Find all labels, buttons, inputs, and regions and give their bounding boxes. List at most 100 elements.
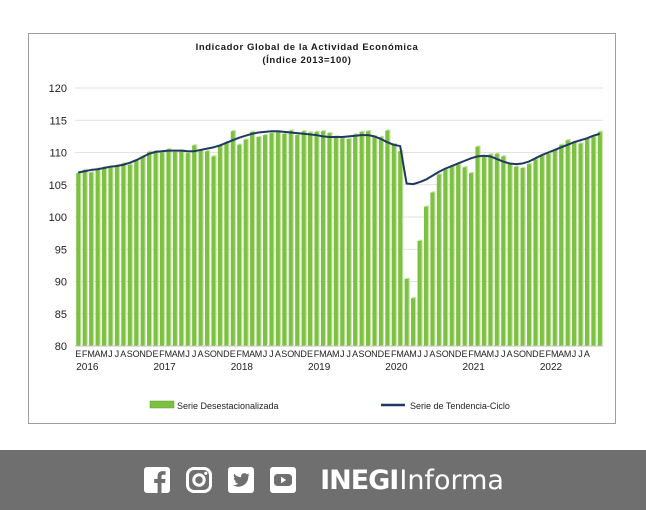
y-tick-label: 95 [55, 244, 67, 256]
y-tick-label: 110 [49, 148, 67, 160]
x-month-label: N [294, 349, 301, 359]
x-month-label: D [455, 349, 462, 359]
bar [565, 140, 570, 346]
x-month-label: M [242, 349, 250, 359]
x-month-label: E [462, 349, 468, 359]
x-month-label: E [539, 349, 545, 359]
x-month-label: J [572, 349, 577, 359]
x-month-label: E [230, 349, 236, 359]
x-month-label: M [87, 349, 95, 359]
x-month-label: N [371, 349, 378, 359]
bar [121, 163, 126, 346]
x-month-label: N [526, 349, 533, 359]
bar [269, 133, 274, 346]
x-month-label: N [139, 349, 146, 359]
bar [230, 131, 235, 346]
bar [192, 145, 197, 346]
x-month-label: J [185, 349, 190, 359]
bar [494, 153, 499, 346]
bar [134, 160, 139, 346]
x-month-label: A [198, 349, 204, 359]
x-month-label: F [82, 349, 88, 359]
x-month-label: D [532, 349, 539, 359]
x-month-label: J [263, 349, 268, 359]
bar [488, 154, 493, 346]
x-month-label: D [223, 349, 230, 359]
bar [469, 173, 473, 346]
bar [114, 165, 119, 346]
x-month-label: M [474, 349, 482, 359]
bar [275, 131, 280, 346]
bar-layer [76, 129, 603, 346]
bar [520, 167, 525, 346]
footer-bar: INEGI Informa [0, 450, 646, 510]
y-tick-label: 120 [49, 83, 67, 95]
bar [443, 169, 448, 346]
y-tick-label: 115 [49, 115, 67, 127]
twitter-icon[interactable] [226, 465, 256, 495]
bar [546, 153, 551, 346]
inegi-informa-logo[interactable]: INEGI Informa [320, 465, 504, 496]
bar [533, 159, 538, 346]
x-month-label: F [236, 349, 242, 359]
y-tick-label: 105 [49, 180, 67, 192]
bar [76, 173, 81, 346]
y-tick-label: 90 [55, 277, 67, 289]
x-month-label: S [127, 349, 133, 359]
x-month-label: O [442, 349, 449, 359]
instagram-icon[interactable] [184, 465, 214, 495]
legend-line-label: Serie de Tendencia-Ciclo [410, 401, 510, 411]
x-year-label: 2017 [153, 362, 176, 373]
x-month-label: A [249, 349, 255, 359]
chart-title: Indicador Global de la Actividad Económi… [196, 42, 419, 53]
bar [514, 166, 519, 346]
bar [423, 206, 428, 346]
bar [217, 145, 222, 346]
x-month-label: J [340, 349, 345, 359]
x-month-label: A [481, 349, 487, 359]
x-year-label: 2020 [385, 362, 408, 373]
x-month-label: A [429, 349, 435, 359]
x-month-label: A [507, 349, 513, 359]
bar [552, 149, 557, 346]
bar [404, 278, 409, 346]
youtube-icon[interactable] [268, 465, 298, 495]
x-year-label: 2016 [76, 362, 99, 373]
x-month-label: F [468, 349, 474, 359]
x-month-label: J [192, 349, 197, 359]
bar [507, 164, 512, 346]
x-month-label: S [513, 349, 519, 359]
bar [308, 132, 313, 346]
x-month-label: F [314, 349, 320, 359]
bar [597, 131, 602, 346]
bar [591, 137, 596, 346]
bar [436, 174, 441, 346]
x-month-label: M [319, 349, 327, 359]
bar [243, 139, 248, 346]
bar [82, 169, 87, 346]
bar [475, 146, 480, 346]
x-month-label: J [108, 349, 113, 359]
x-month-label: A [95, 349, 101, 359]
x-month-label: N [448, 349, 455, 359]
brand-bold-text: INEGI [320, 464, 399, 496]
x-month-label: A [352, 349, 358, 359]
bar [262, 135, 267, 346]
x-month-label: A [120, 349, 126, 359]
x-month-label: M [332, 349, 340, 359]
bar [166, 149, 171, 346]
x-month-label: J [501, 349, 506, 359]
x-month-label: A [172, 349, 178, 359]
x-month-label: D [300, 349, 307, 359]
trend-line [78, 130, 601, 186]
chart-frame: Indicador Global de la Actividad Económi… [28, 33, 616, 424]
x-month-label: J [269, 349, 274, 359]
facebook-icon[interactable] [142, 465, 172, 495]
x-month-label: M [564, 349, 572, 359]
brand-light-text: Informa [399, 464, 504, 496]
x-month-label: M [551, 349, 559, 359]
bar [127, 164, 132, 346]
bar [391, 144, 396, 346]
bar [430, 192, 435, 346]
x-month-label: A [404, 349, 410, 359]
